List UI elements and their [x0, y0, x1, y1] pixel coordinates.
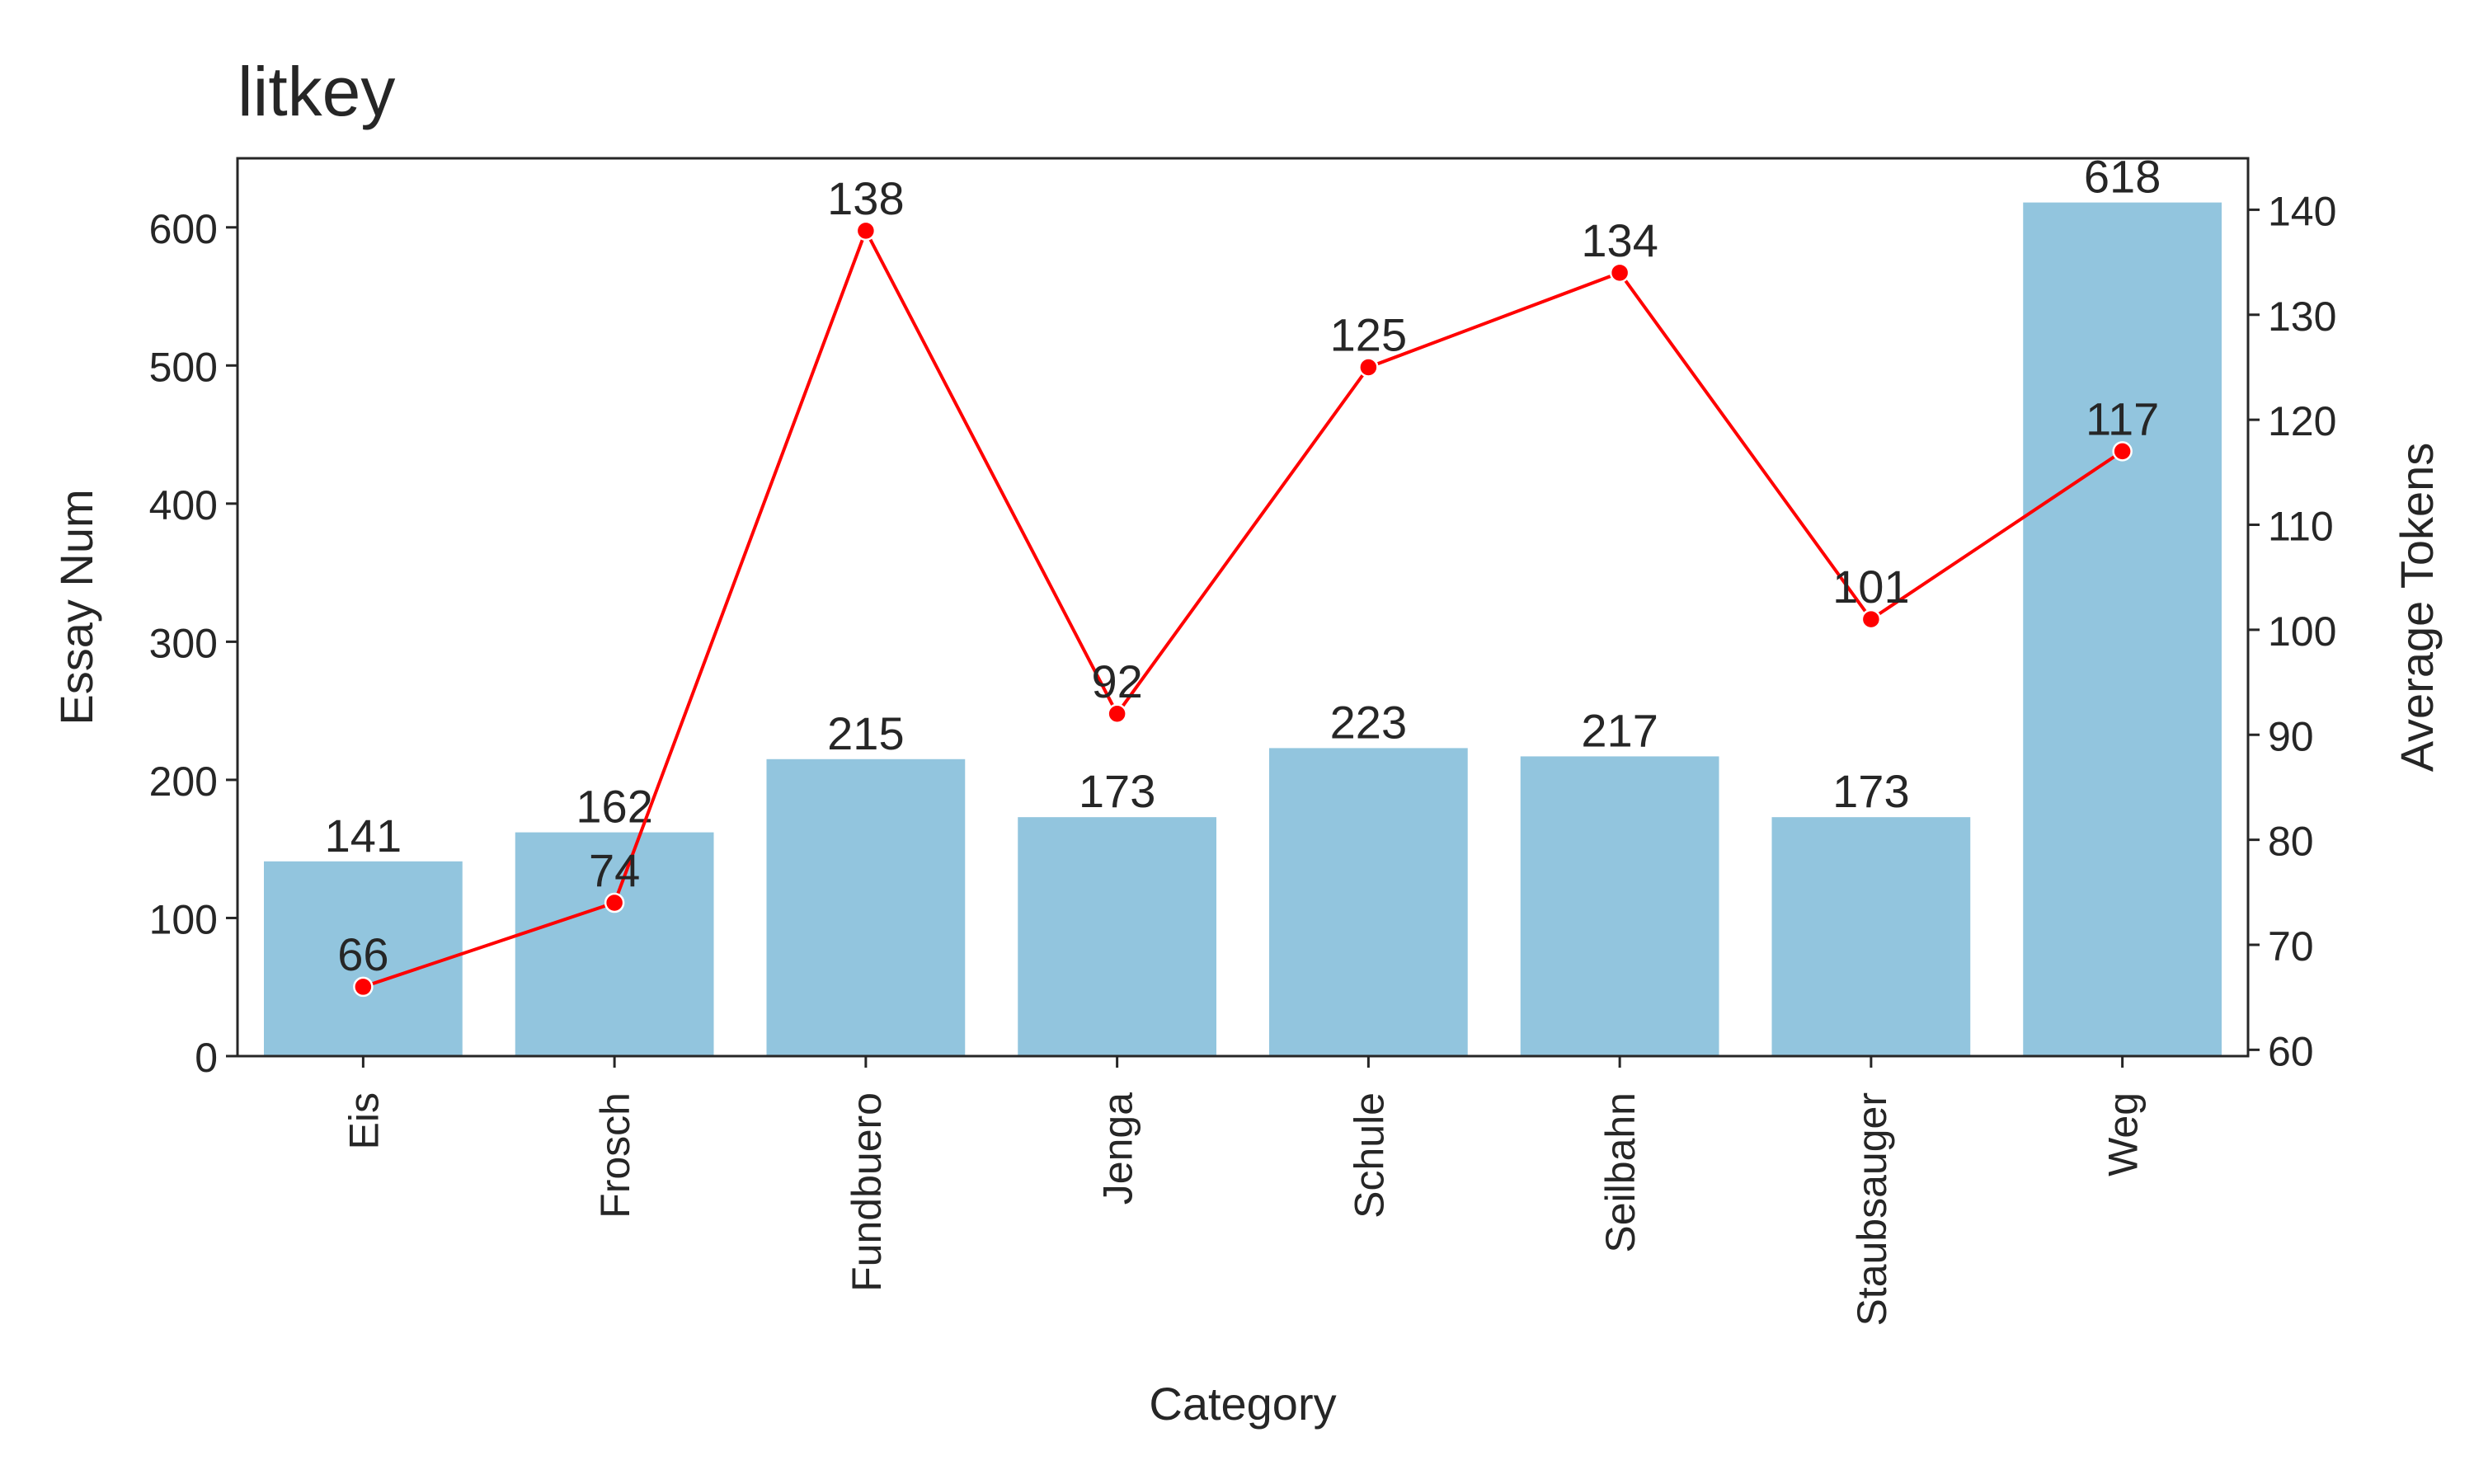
- x-tick-label: Fundbuero: [844, 1092, 890, 1292]
- y2-tick-label: 100: [2268, 608, 2336, 655]
- x-tick-label: Eis: [341, 1092, 387, 1149]
- line-value-label: 138: [827, 172, 904, 224]
- plot-frame: [236, 157, 2250, 1058]
- y2-tick-label: 70: [2268, 923, 2314, 970]
- line-point: [353, 976, 374, 998]
- x-tick-label: Weg: [2100, 1092, 2147, 1176]
- line-value-label: 74: [589, 844, 640, 896]
- y-tick-label: 400: [149, 482, 218, 528]
- x-tick-label: Frosch: [592, 1092, 638, 1219]
- x-tick-label: Schule: [1346, 1092, 1392, 1219]
- y-axis-title: Essay Num: [50, 489, 102, 725]
- y2-tick-label: 110: [2268, 504, 2334, 550]
- line-value-label: 117: [2086, 392, 2159, 444]
- bar: [1771, 817, 1971, 1056]
- bar: [515, 832, 714, 1056]
- bar: [1018, 817, 1217, 1056]
- line-value-label: 101: [1832, 561, 1909, 613]
- y2-tick-label: 60: [2268, 1028, 2314, 1074]
- y-tick-label: 200: [149, 758, 218, 805]
- bar: [1520, 756, 1719, 1056]
- bar-value-label: 173: [1832, 765, 1909, 817]
- bar: [2023, 202, 2222, 1056]
- bar-value-label: 217: [1581, 704, 1658, 756]
- line-point: [1358, 357, 1379, 378]
- bar-value-label: 215: [827, 707, 904, 759]
- line-point: [855, 220, 877, 242]
- y2-tick-label: 90: [2268, 713, 2314, 759]
- line-value-label: 92: [1091, 655, 1142, 707]
- x-tick-label: Staubsauger: [1849, 1092, 1895, 1327]
- x-axis-title: Category: [1149, 1378, 1336, 1430]
- bar-value-label: 173: [1079, 765, 1155, 817]
- line-series: [362, 226, 2124, 989]
- y-tick-label: 0: [195, 1035, 218, 1081]
- bar: [766, 758, 966, 1056]
- bar: [1268, 748, 1468, 1056]
- line-point: [1609, 262, 1630, 284]
- line-value-label: 134: [1581, 214, 1658, 266]
- bar-value-label: 162: [576, 781, 652, 833]
- line-point: [2112, 441, 2133, 462]
- y2-tick-label: 80: [2268, 819, 2314, 865]
- line-point: [1107, 703, 1127, 725]
- line-point: [1860, 608, 1882, 630]
- line-point: [604, 892, 625, 913]
- y2-axis-title: Average Tokens: [2391, 443, 2443, 773]
- chart-title: litkey: [238, 53, 395, 130]
- y2-tick-label: 120: [2268, 398, 2336, 444]
- y-tick-label: 300: [149, 620, 218, 666]
- y-tick-label: 500: [149, 344, 218, 390]
- y2-tick-label: 130: [2268, 294, 2336, 340]
- y-tick-label: 100: [149, 896, 218, 942]
- x-tick-label: Jenga: [1095, 1092, 1141, 1205]
- bar: [263, 861, 463, 1056]
- bar-value-label: 141: [325, 810, 402, 862]
- y-tick-label: 600: [149, 206, 218, 252]
- line-value-label: 66: [337, 928, 388, 980]
- y2-tick-label: 140: [2268, 188, 2336, 234]
- x-tick-label: Seilbahn: [1597, 1092, 1644, 1253]
- line-value-label: 125: [1330, 308, 1407, 360]
- bar-value-label: 223: [1330, 696, 1407, 748]
